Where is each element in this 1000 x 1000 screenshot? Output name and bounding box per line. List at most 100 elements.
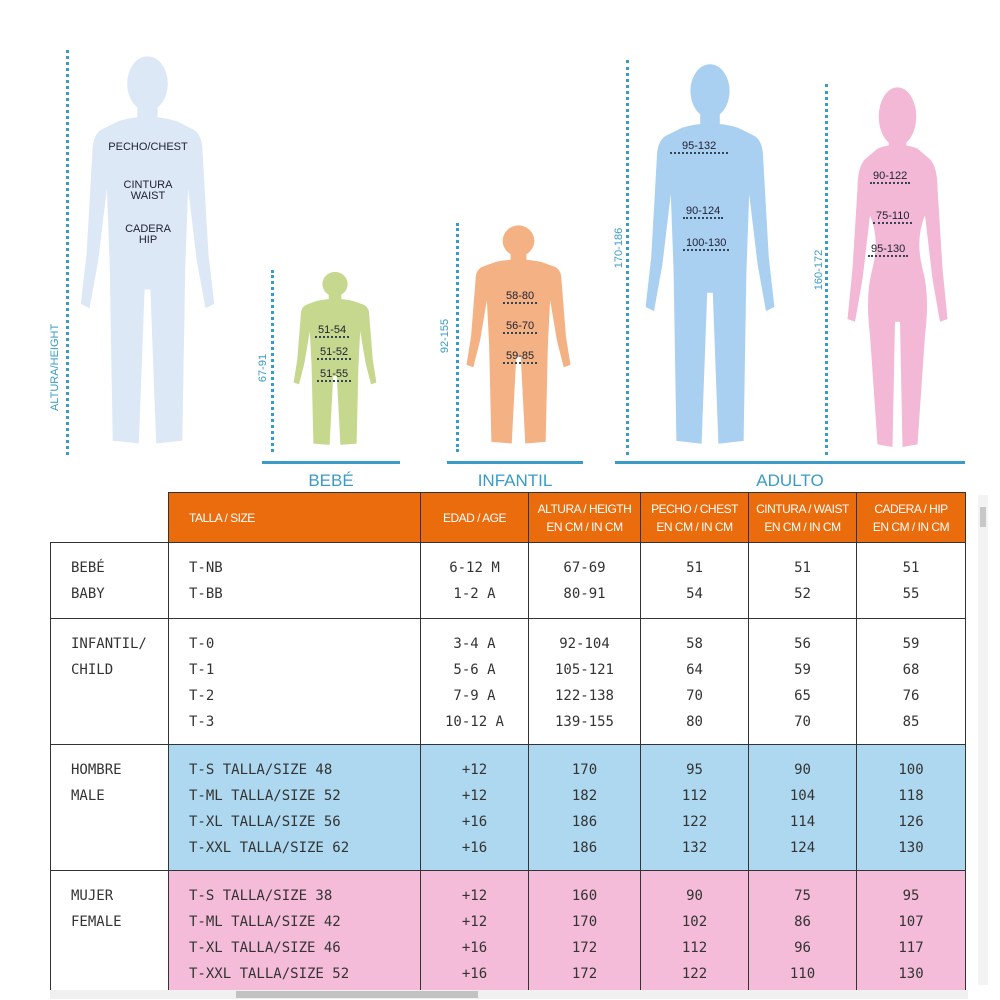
- cell-value: +16: [461, 940, 488, 956]
- header-size: TALLA / SIZE: [168, 492, 421, 543]
- cell-value: 110: [789, 966, 816, 982]
- infantil-underline: [447, 461, 583, 464]
- man-hip: 100-130: [683, 237, 730, 251]
- cell-value: 3-4 A: [453, 636, 496, 652]
- cell-value: 112: [681, 788, 708, 804]
- cell-size: T-0 T-1 T-2 T-3: [168, 618, 421, 745]
- cell-value: 130: [898, 840, 924, 856]
- baby-hip: 51-55: [317, 368, 352, 382]
- cell-value: 67-69: [563, 560, 606, 576]
- cell-value: T-0: [189, 636, 215, 652]
- cell-value: T-S TALLA/SIZE 48: [189, 762, 333, 778]
- cell-value: 58: [686, 636, 703, 652]
- header-age: EDAD / AGE: [420, 492, 529, 543]
- cell-value: 122: [681, 966, 708, 982]
- baby-height-line: [271, 270, 274, 452]
- cell-age: 3-4 A 5-6 A 7-9 A 10-12 A: [420, 618, 529, 745]
- cell-value: 112: [681, 940, 708, 956]
- cell-value: 7-9 A: [453, 688, 496, 704]
- baby-height: 67-91: [257, 353, 269, 383]
- cell-value: 76: [902, 688, 920, 704]
- baby-waist: 51-52: [317, 346, 352, 360]
- cell-value: 100: [898, 762, 924, 778]
- woman-chest: 90-122: [870, 170, 911, 184]
- cell-value: T-3: [189, 714, 215, 730]
- cell-value: +12: [461, 788, 488, 804]
- cell-value: 118: [898, 788, 924, 804]
- cell-value: 1-2 A: [453, 586, 496, 602]
- cell-value: 130: [898, 966, 924, 982]
- cell-value: 64: [686, 662, 703, 678]
- scrollbar-thumb[interactable]: [236, 991, 478, 998]
- cell-value: 122-138: [554, 688, 614, 704]
- section-label: BEBÉ BABY: [50, 542, 169, 619]
- cell-value: 56: [794, 636, 811, 652]
- cell-value: 5-6 A: [453, 662, 496, 678]
- cell-size: T-S TALLA/SIZE 38 T-ML TALLA/SIZE 42 T-XL …: [168, 870, 421, 991]
- cell-value: 170: [571, 762, 598, 778]
- table-section-row: BEBÉ BABY T-NB T-BB 6-12 M 1-2 A 67-69 80-91 51 5…: [50, 542, 966, 619]
- woman-silhouette: [835, 82, 960, 455]
- cell-value: 51: [686, 560, 703, 576]
- cell-value: 85: [902, 714, 920, 730]
- cell-value: 51: [794, 560, 811, 576]
- cell-value: 6-12 M: [449, 560, 500, 576]
- cell-value: T-ML TALLA/SIZE 52: [189, 788, 341, 804]
- cell-value: 105-121: [554, 662, 614, 678]
- cell-value: 86: [794, 914, 811, 930]
- child-hip: 59-85: [503, 350, 538, 364]
- cell-value: T-XL TALLA/SIZE 56: [189, 814, 341, 830]
- cell-waist: 90 104 114 124: [748, 744, 857, 871]
- cell-age: 6-12 M 1-2 A: [420, 542, 529, 619]
- cell-value: 132: [681, 840, 708, 856]
- man-waist: 90-124: [683, 205, 724, 219]
- scrollbar-thumb[interactable]: [980, 507, 986, 527]
- cell-value: +12: [461, 762, 488, 778]
- table-section-row: MUJER FEMALE T-S TALLA/SIZE 38 T-ML TALLA/S…: [50, 870, 966, 991]
- cell-value: 80: [686, 714, 703, 730]
- cell-size: T-S TALLA/SIZE 48 T-ML TALLA/SIZE 52 T-XL …: [168, 744, 421, 871]
- child-chest: 58-80: [503, 290, 538, 304]
- cell-value: 102: [681, 914, 708, 930]
- cell-hip: 51 55: [856, 542, 966, 619]
- group-adulto: ADULTO: [756, 471, 824, 490]
- cell-value: T-BB: [189, 586, 223, 602]
- man-silhouette: [640, 60, 780, 455]
- section-label: MUJER FEMALE: [50, 870, 169, 991]
- horizontal-scrollbar[interactable]: [50, 990, 968, 999]
- table-section-row: INFANTIL/CHILD T-0 T-1 T-2 T-3 3-4 A 5-6 A 7-9 …: [50, 618, 966, 745]
- cell-height: 170 182 186 186: [528, 744, 641, 871]
- header-chest: PECHO / CHEST EN CM / IN CM: [640, 492, 749, 543]
- cell-age: +12 +12 +16 +16: [420, 744, 529, 871]
- group-bebe: BEBÉ: [308, 471, 354, 490]
- cell-size: T-NB T-BB: [168, 542, 421, 619]
- header-height: ALTURA / HEIGTH EN CM / IN CM: [528, 492, 641, 543]
- cell-value: T-XXL TALLA/SIZE 62: [189, 840, 350, 856]
- cell-value: 51: [902, 560, 920, 576]
- cell-chest: 90 102 112 122: [640, 870, 749, 991]
- cell-value: 104: [789, 788, 816, 804]
- cell-value: 114: [789, 814, 816, 830]
- child-waist: 56-70: [503, 320, 538, 334]
- man-height-line: [626, 60, 629, 455]
- height-line: [66, 50, 69, 455]
- woman-height: 160-172: [813, 249, 825, 291]
- woman-height-line: [825, 84, 828, 455]
- cell-value: T-S TALLA/SIZE 38: [189, 888, 333, 904]
- cell-value: 59: [794, 662, 811, 678]
- cell-value: +16: [461, 814, 488, 830]
- cell-value: 124: [789, 840, 816, 856]
- vertical-scrollbar[interactable]: [978, 495, 988, 985]
- cell-hip: 100 118 126 130: [856, 744, 966, 871]
- cell-value: 170: [571, 914, 598, 930]
- cell-value: 65: [794, 688, 811, 704]
- cell-value: T-1: [189, 662, 215, 678]
- cell-height: 67-69 80-91: [528, 542, 641, 619]
- cell-value: 117: [898, 940, 924, 956]
- cell-value: 68: [902, 662, 920, 678]
- cell-value: +16: [461, 966, 488, 982]
- cell-value: 182: [571, 788, 598, 804]
- generic-silhouette: [75, 52, 220, 455]
- baby-silhouette: [290, 270, 380, 450]
- header-hip: CADERA / HIP EN CM / IN CM: [856, 492, 966, 543]
